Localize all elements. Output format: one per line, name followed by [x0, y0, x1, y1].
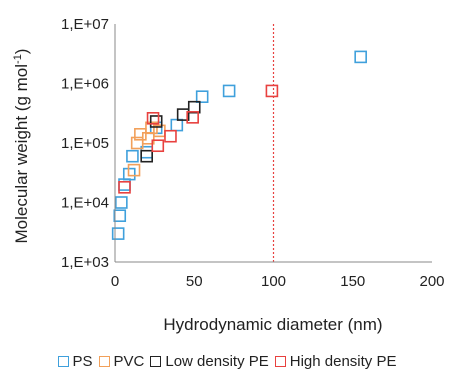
x-tick-label: 200 [419, 273, 444, 290]
data-point-ps [115, 196, 128, 209]
x-tick-label: 50 [186, 273, 203, 290]
legend-item-low-density-pe: Low density PE [150, 353, 269, 370]
data-point-low-density-pe [176, 108, 190, 121]
y-tick-label: 1,E+06 [61, 76, 109, 93]
legend-label: PS [72, 353, 93, 370]
scatter-chart: 0 50 100 150 200 1,E+031,E+041,E+051,E+061,E… [12, 16, 445, 334]
data-point-ps [170, 118, 184, 132]
legend-swatch [150, 356, 162, 367]
data-point-ps [113, 209, 127, 222]
data-point-ps [222, 84, 236, 98]
data-point-ps [126, 149, 139, 163]
data-point-high-density-pe [146, 112, 160, 125]
data-point-ps [111, 227, 125, 240]
y-axis-title-close: ) [12, 49, 31, 55]
y-tick-label: 1,E+07 [61, 16, 109, 33]
x-tick-labels: 0 50 100 150 200 [111, 273, 445, 290]
legend-item-ps: PS [57, 353, 93, 370]
data-point-high-density-pe [118, 181, 131, 194]
legend-label: Low density PE [165, 353, 269, 370]
data-point-low-density-pe [187, 100, 201, 114]
y-axis-title-main: Molecular weight (g mol [12, 64, 31, 244]
legend-label: PVC [113, 353, 145, 370]
y-axis-title-superscript: -1 [12, 54, 24, 64]
y-tick-label: 1,E+03 [61, 254, 109, 271]
y-tick-label: 1,E+04 [61, 195, 109, 212]
data-point-high-density-pe [186, 111, 199, 124]
x-tick-label: 150 [340, 273, 365, 290]
data-point-pvc [127, 163, 141, 177]
data-point-low-density-pe [149, 115, 163, 128]
data-point-ps [118, 178, 131, 191]
legend-swatch [274, 356, 286, 367]
data-point-low-density-pe [140, 149, 153, 163]
data-points-layer [111, 50, 367, 240]
legend-swatch [57, 356, 69, 367]
y-tick-labels: 1,E+03 1,E+04 1,E+05 1,E+06 1,E+07 [61, 16, 109, 271]
legend-item-high-density-pe: High density PE [274, 353, 397, 370]
x-tick-label: 0 [111, 273, 119, 290]
chart-legend: PS PVC Low density PE High density PE [0, 353, 454, 371]
x-tick-label: 100 [261, 273, 286, 290]
legend-label: High density PE [289, 353, 397, 370]
data-point-high-density-pe [265, 84, 279, 98]
y-tick-label: 1,E+05 [61, 135, 109, 152]
legend-item-pvc: PVC [98, 353, 145, 370]
data-point-high-density-pe [151, 139, 165, 153]
legend-swatch [98, 356, 110, 367]
x-axis-title: Hydrodynamic diameter (nm) [163, 315, 382, 334]
data-point-high-density-pe [164, 129, 177, 143]
data-point-ps [354, 50, 367, 64]
data-point-pvc [134, 128, 147, 141]
data-point-ps [195, 90, 209, 103]
y-axis-title: Molecular weight (g mol-1) [12, 49, 31, 244]
